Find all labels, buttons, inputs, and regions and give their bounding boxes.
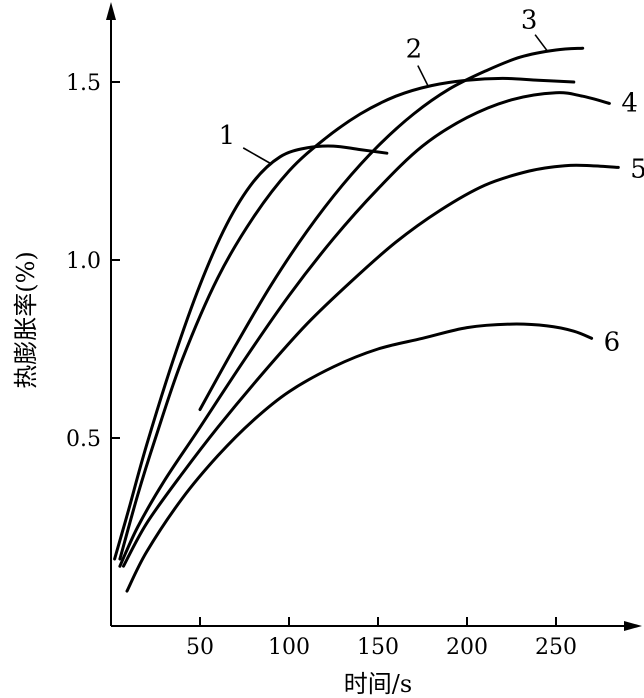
series-line-1 bbox=[113, 144, 389, 561]
series-label-1: 1 bbox=[219, 121, 236, 151]
series-leader-1 bbox=[242, 147, 272, 165]
x-tick-label: 100 bbox=[268, 635, 310, 660]
series-line-6 bbox=[125, 322, 594, 593]
y-tick-label: 0.5 bbox=[66, 427, 101, 452]
series-line-2 bbox=[118, 76, 576, 561]
series-lines bbox=[113, 46, 620, 593]
series-label-5: 5 bbox=[630, 154, 644, 184]
y-tick-label: 1.5 bbox=[66, 71, 101, 96]
series-label-2: 2 bbox=[406, 35, 423, 65]
x-tick-label: 200 bbox=[446, 635, 488, 660]
y-ticks: 0.5 1.0 1.5 bbox=[66, 71, 120, 452]
series-leader-2 bbox=[417, 65, 429, 86]
series-line-3 bbox=[198, 46, 585, 411]
x-ticks: 50 100 150 200 250 bbox=[186, 617, 577, 660]
series-label-3: 3 bbox=[521, 6, 538, 36]
series-label-6: 6 bbox=[604, 327, 621, 357]
y-axis-arrow bbox=[106, 2, 116, 20]
x-tick-label: 50 bbox=[186, 635, 214, 660]
y-axis-title: 热膨胀率(%) bbox=[12, 251, 40, 389]
axes bbox=[106, 2, 642, 631]
x-axis-arrow bbox=[624, 621, 642, 631]
x-axis-title: 时间/s bbox=[344, 670, 412, 698]
series-line-5 bbox=[122, 163, 620, 568]
series-leader-3 bbox=[534, 34, 548, 52]
x-tick-label: 250 bbox=[535, 635, 577, 660]
x-tick-label: 150 bbox=[357, 635, 399, 660]
series-line-4 bbox=[118, 91, 611, 568]
y-tick-label: 1.0 bbox=[66, 249, 101, 274]
series-labels: 1 2 3 4 5 6 bbox=[219, 6, 644, 358]
series-label-4: 4 bbox=[621, 88, 638, 118]
